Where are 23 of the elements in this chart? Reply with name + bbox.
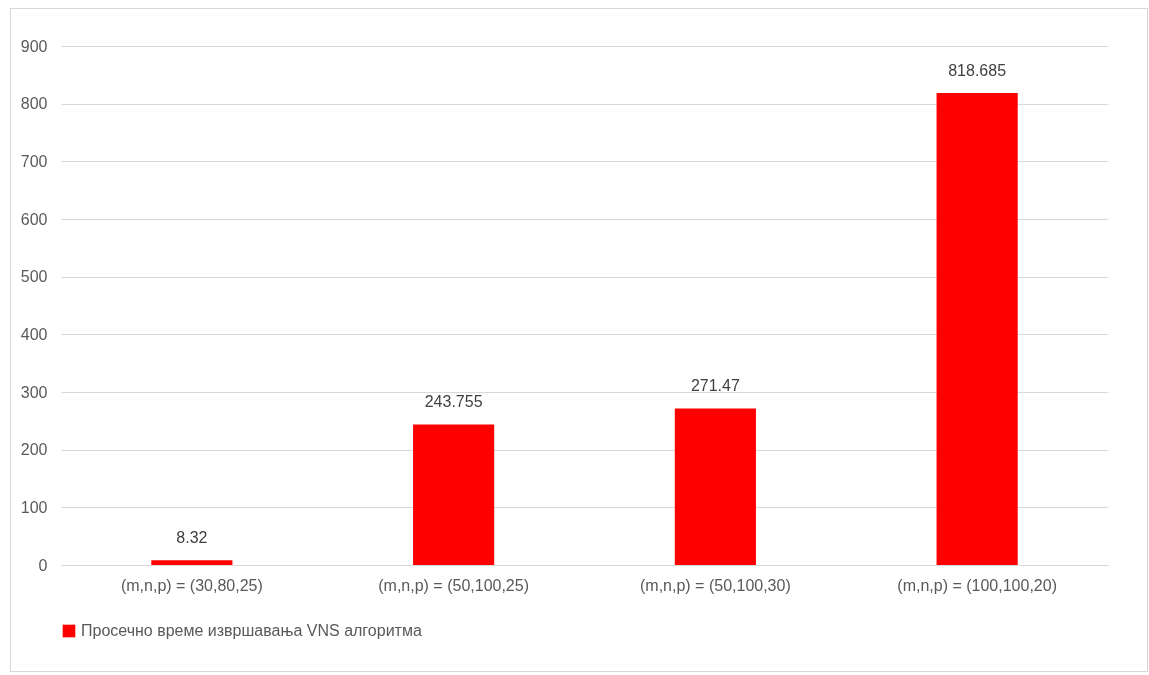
x-tick-label: (m,n,p) = (100,100,20) (897, 576, 1057, 594)
bar (413, 424, 495, 565)
x-tick-label: (m,n,p) = (30,80,25) (120, 576, 263, 594)
data-label: 818.685 (948, 61, 1007, 79)
bar (151, 560, 233, 565)
y-tick-label: 500 (20, 268, 48, 286)
y-tick-label: 400 (20, 325, 48, 343)
y-tick-label: 600 (20, 210, 48, 228)
y-tick-label: 0 (38, 556, 48, 574)
bar (936, 92, 1018, 565)
data-label: 8.32 (176, 529, 208, 547)
y-tick-label: 700 (20, 152, 48, 170)
data-label: 243.755 (424, 393, 483, 411)
y-tick-label: 100 (20, 498, 48, 516)
y-tick-label: 200 (20, 441, 48, 459)
y-tick-label: 800 (20, 95, 48, 113)
x-tick-label: (m,n,p) = (50,100,30) (640, 576, 791, 594)
y-tick-label: 300 (20, 383, 48, 401)
legend-label: Просечно време извршавања VNS алгоритма (81, 622, 422, 639)
y-tick-label: 900 (20, 37, 48, 55)
x-tick-label: (m,n,p) = (50,100,25) (378, 576, 529, 594)
data-label: 271.47 (690, 377, 740, 395)
bar (674, 408, 756, 565)
